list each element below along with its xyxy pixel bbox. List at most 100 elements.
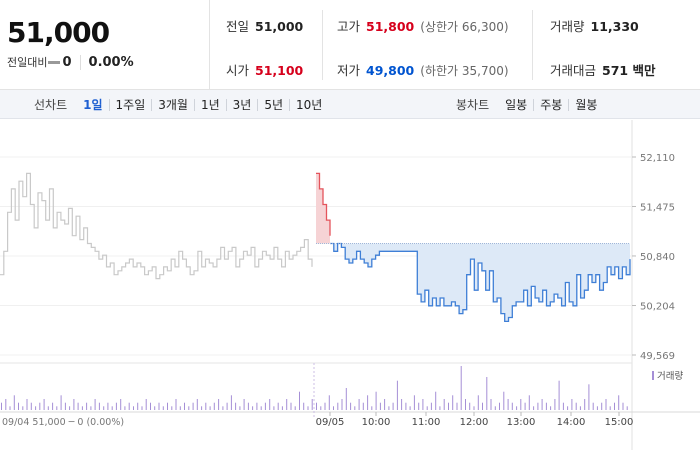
- tab-3-months[interactable]: 3개월: [151, 98, 194, 111]
- y-tick-label: 51,475: [640, 202, 675, 213]
- volume-bar: [494, 406, 496, 410]
- x-tick-label: 14:00: [557, 417, 586, 428]
- volume-bar: [5, 399, 7, 410]
- volume-bar: [605, 399, 607, 410]
- volume-legend-swatch: [652, 371, 654, 380]
- volume-bar: [537, 402, 539, 410]
- volume-bar: [56, 406, 58, 410]
- tab-weekly-candle[interactable]: 주봉: [533, 98, 568, 111]
- tab-monthly-candle[interactable]: 월봉: [568, 98, 603, 111]
- volume-bar: [230, 395, 232, 410]
- price-chart[interactable]: 52,110 51,475 50,840 50,204 49,569 거래량 09/05 10…: [0, 120, 700, 450]
- volume-bar: [430, 402, 432, 410]
- y-tick-label: 50,840: [640, 252, 675, 263]
- volume-bar: [30, 402, 32, 410]
- volume-bar: [269, 399, 271, 410]
- volume-bar: [392, 402, 394, 410]
- volume-bar: [171, 406, 173, 410]
- no-change-icon: [48, 60, 61, 64]
- volume-bar: [413, 395, 415, 410]
- tab-10-years[interactable]: 10년: [289, 98, 328, 111]
- volume-bar: [111, 406, 113, 410]
- volume-bar: [554, 399, 556, 410]
- volume-bar: [22, 406, 24, 410]
- volume-bar: [482, 402, 483, 410]
- volume-bar: [103, 406, 105, 410]
- y-tick-label: 49,569: [640, 351, 675, 362]
- divider: [532, 10, 533, 80]
- candle-chart-tabs: 봉차트 일봉 주봉 월봉: [456, 90, 603, 119]
- volume-bar: [294, 406, 296, 410]
- volume-bar: [448, 402, 449, 410]
- volume-bar: [333, 406, 334, 410]
- volume-bar: [107, 402, 109, 410]
- volume-bar: [562, 402, 564, 410]
- volume-bar: [499, 402, 500, 410]
- volume-bar: [52, 402, 54, 410]
- volume-bar: [601, 402, 603, 410]
- volume-bar: [571, 399, 573, 410]
- volume-bar: [596, 406, 598, 410]
- volume-bar: [388, 406, 390, 410]
- period-tab-bar: 선차트 1일 1주일 3개월 1년 3년 5년 10년 봉차트 일봉 주봉 월봉: [0, 90, 700, 119]
- volume-value: 11,330: [590, 19, 639, 34]
- volume-bar: [277, 402, 279, 410]
- volume-bar: [379, 402, 381, 410]
- tab-daily-candle[interactable]: 일봉: [505, 97, 528, 112]
- volume-bar: [115, 402, 117, 410]
- amount-label: 거래대금: [550, 63, 597, 78]
- volume-bar: [592, 402, 594, 410]
- volume-bar: [456, 402, 458, 410]
- tab-1-day[interactable]: 1일: [83, 97, 103, 112]
- volume-bar: [98, 402, 100, 410]
- x-tick-label: 12:00: [460, 417, 489, 428]
- volume-bar: [337, 402, 339, 410]
- volume-bar: [401, 399, 403, 410]
- volume-bar: [69, 406, 71, 410]
- volume-bar: [35, 406, 37, 410]
- current-price: 51,000: [7, 16, 110, 49]
- change-label: 전일대비: [7, 56, 48, 69]
- volume-bar: [367, 395, 369, 410]
- volume-bar: [584, 399, 586, 410]
- prev-close-stat: 전일 51,000: [226, 16, 303, 35]
- prev-day-label: 09/04 51,000 ─ 0 (0.00%): [2, 417, 124, 428]
- volume-bar: [39, 402, 41, 410]
- volume-bar: [320, 406, 322, 410]
- volume-bar: [141, 406, 143, 410]
- volume-bar: [124, 406, 126, 410]
- volume-bar: [299, 391, 300, 410]
- volume-bar: [77, 402, 79, 410]
- y-tick-label: 52,110: [640, 153, 675, 164]
- volume-bar: [167, 402, 168, 410]
- prev-day-line: [0, 172, 313, 280]
- volume-bar: [188, 406, 190, 410]
- volume-bar: [371, 406, 373, 410]
- volume-bar: [316, 402, 317, 410]
- volume-bar: [443, 399, 445, 410]
- candle-chart-group-label: 봉차트: [456, 98, 490, 112]
- tab-5-years[interactable]: 5년: [257, 98, 289, 111]
- tab-1-week[interactable]: 1주일: [108, 98, 152, 111]
- volume-bar: [73, 399, 75, 410]
- volume-bar: [618, 395, 620, 410]
- volume-bar: [184, 402, 185, 410]
- x-tick-label: 13:00: [507, 417, 536, 428]
- volume-stat: 거래량 11,330: [550, 16, 639, 35]
- volume-bar: [150, 402, 151, 410]
- volume-bar: [43, 399, 45, 410]
- volume-bar: [307, 406, 309, 410]
- volume-label: 거래량: [550, 19, 585, 34]
- volume-bar: [252, 406, 254, 410]
- tab-3-years[interactable]: 3년: [225, 98, 258, 111]
- volume-bar: [350, 402, 352, 410]
- tab-1-year[interactable]: 1년: [193, 98, 226, 111]
- volume-bar: [503, 391, 505, 410]
- volume-bar: [358, 399, 360, 410]
- volume-bar: [133, 406, 134, 410]
- volume-bar: [422, 399, 424, 410]
- volume-bar: [452, 395, 454, 410]
- lower-limit-note: (하한가 35,700): [420, 64, 509, 78]
- volume-bar: [614, 402, 615, 410]
- volume-bar: [507, 399, 509, 410]
